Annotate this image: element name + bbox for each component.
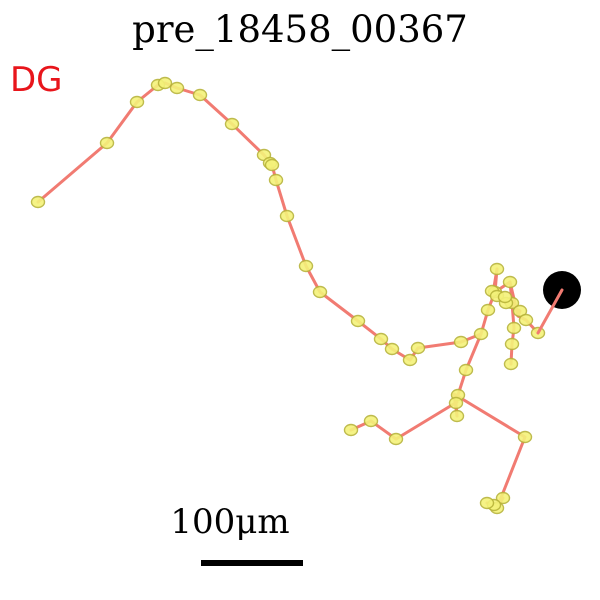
trace-node [402, 353, 418, 367]
neurite-trace [36, 81, 540, 510]
trace-node [268, 173, 284, 187]
trace-node [495, 491, 511, 505]
trace-node [30, 195, 46, 209]
trace-node [480, 303, 496, 317]
trace-node [458, 363, 474, 377]
trace-node [489, 262, 505, 276]
soma-branch [536, 288, 564, 335]
trace-node [363, 414, 379, 428]
scale-bar-label: 100μm [170, 502, 289, 542]
trace-node [192, 88, 208, 102]
neurite-segment [36, 81, 499, 362]
trace-node [350, 314, 366, 328]
trace-node [504, 337, 520, 351]
trace-node [157, 76, 173, 90]
figure-title: pre_18458_00367 [132, 8, 468, 52]
neurite-segment [349, 400, 459, 441]
trace-node [312, 285, 328, 299]
trace-node [410, 341, 426, 355]
trace-node [453, 335, 469, 349]
trace-node [343, 423, 359, 437]
region-label: DG [10, 60, 63, 100]
trace-node [448, 396, 464, 410]
trace-node [169, 81, 185, 95]
trace-node [506, 321, 522, 335]
trace-node [373, 332, 389, 346]
trace-node [449, 409, 465, 423]
trace-node [384, 342, 400, 356]
trace-node [518, 313, 534, 327]
trace-node [224, 117, 240, 131]
trace-node [503, 357, 519, 371]
trace-node [298, 259, 314, 273]
trace-node [99, 136, 115, 150]
trace-node [264, 158, 280, 172]
trace-node [479, 496, 495, 510]
trace-node [388, 432, 404, 446]
trace-node [512, 304, 528, 318]
trace-node [129, 95, 145, 109]
trace-node [502, 275, 518, 289]
trace-node [497, 290, 513, 304]
trace-node [517, 430, 533, 444]
trace-node [279, 209, 295, 223]
trace-nodes [30, 76, 546, 515]
trace-node [473, 327, 489, 341]
